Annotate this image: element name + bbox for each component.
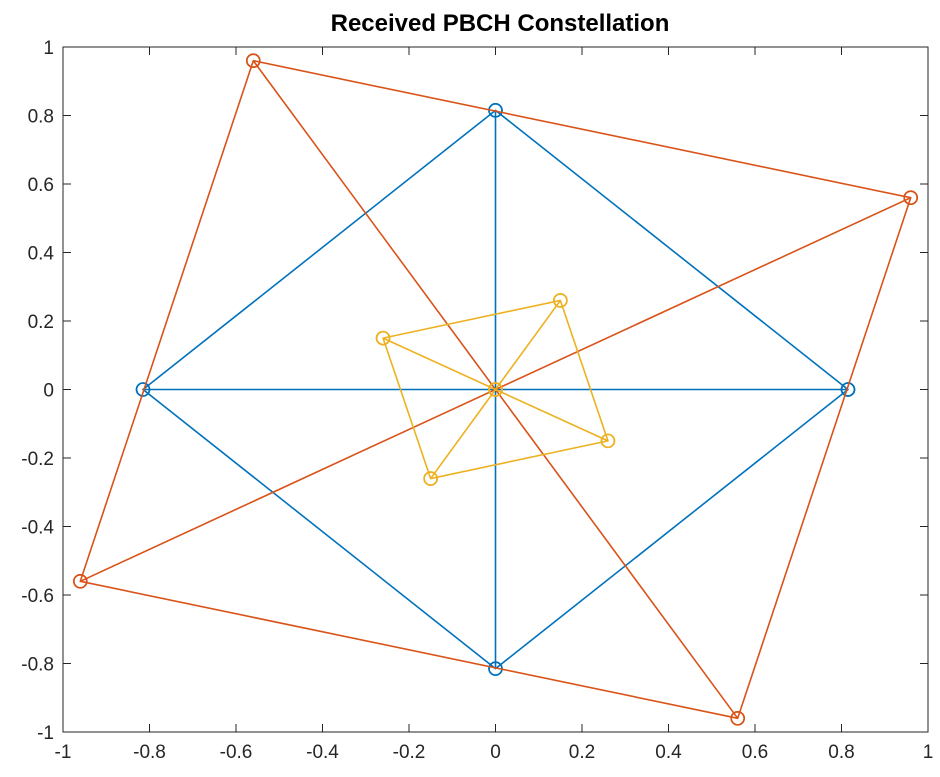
x-tick-label: 0.4 [655, 742, 682, 763]
series-1-point [135, 382, 151, 397]
series-3-point [600, 433, 616, 449]
x-tick-label: 0 [490, 742, 501, 763]
x-tick-label: -0.8 [133, 742, 166, 763]
series-3 [375, 293, 616, 486]
series-1-point [840, 382, 856, 397]
x-tick-label: -0.6 [220, 742, 253, 763]
y-tick-label: 0.6 [28, 175, 54, 196]
series-2-line [79, 59, 912, 720]
series-3-line [382, 299, 609, 480]
chart-title: Received PBCH Constellation [331, 10, 670, 37]
series-3-point [553, 293, 568, 308]
y-tick-label: 0 [43, 381, 54, 402]
axes: -1 -0.8 -0.6 -0.4 -0.2 0 0.2 0.4 0.6 0.8 1 -1 -0.8 -0… [21, 38, 933, 763]
x-tick-label: 1 [923, 742, 934, 763]
series-3-point [375, 330, 391, 346]
y-tick-label: -0.2 [21, 449, 54, 470]
series-3-point [423, 471, 438, 486]
series-2-point [73, 573, 88, 589]
series-3-point [488, 382, 503, 397]
y-tick-label: 0.2 [28, 312, 54, 333]
series-2-point [246, 53, 261, 69]
x-tick-label: 0.8 [828, 742, 854, 763]
x-tick-label: 0.2 [569, 742, 595, 763]
series-layer [73, 53, 919, 726]
series-2-point [730, 710, 746, 726]
y-tick-label: 1 [43, 38, 54, 59]
y-tick-label: 0.8 [28, 107, 54, 128]
series-1-line [142, 109, 849, 670]
y-tick-label: -0.6 [21, 586, 54, 607]
x-tick-label: -0.2 [393, 742, 426, 763]
x-tick-label: -0.4 [306, 742, 339, 763]
series-2-point [903, 190, 919, 205]
y-tick-label: -1 [37, 723, 54, 744]
x-tick-label: 0.6 [742, 742, 768, 763]
x-tick-label: -1 [55, 742, 72, 763]
y-tick-label: -0.8 [21, 655, 54, 676]
y-tick-label: 0.4 [28, 244, 55, 265]
y-tick-label: -0.4 [21, 518, 54, 539]
